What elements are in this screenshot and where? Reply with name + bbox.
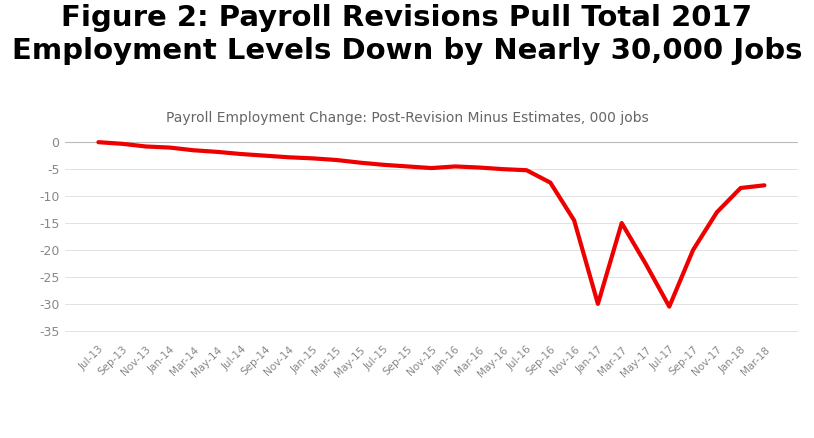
- Text: Figure 2: Payroll Revisions Pull Total 2017
Employment Levels Down by Nearly 30,: Figure 2: Payroll Revisions Pull Total 2…: [11, 4, 803, 65]
- Text: Payroll Employment Change: Post-Revision Minus Estimates, 000 jobs: Payroll Employment Change: Post-Revision…: [165, 111, 649, 125]
